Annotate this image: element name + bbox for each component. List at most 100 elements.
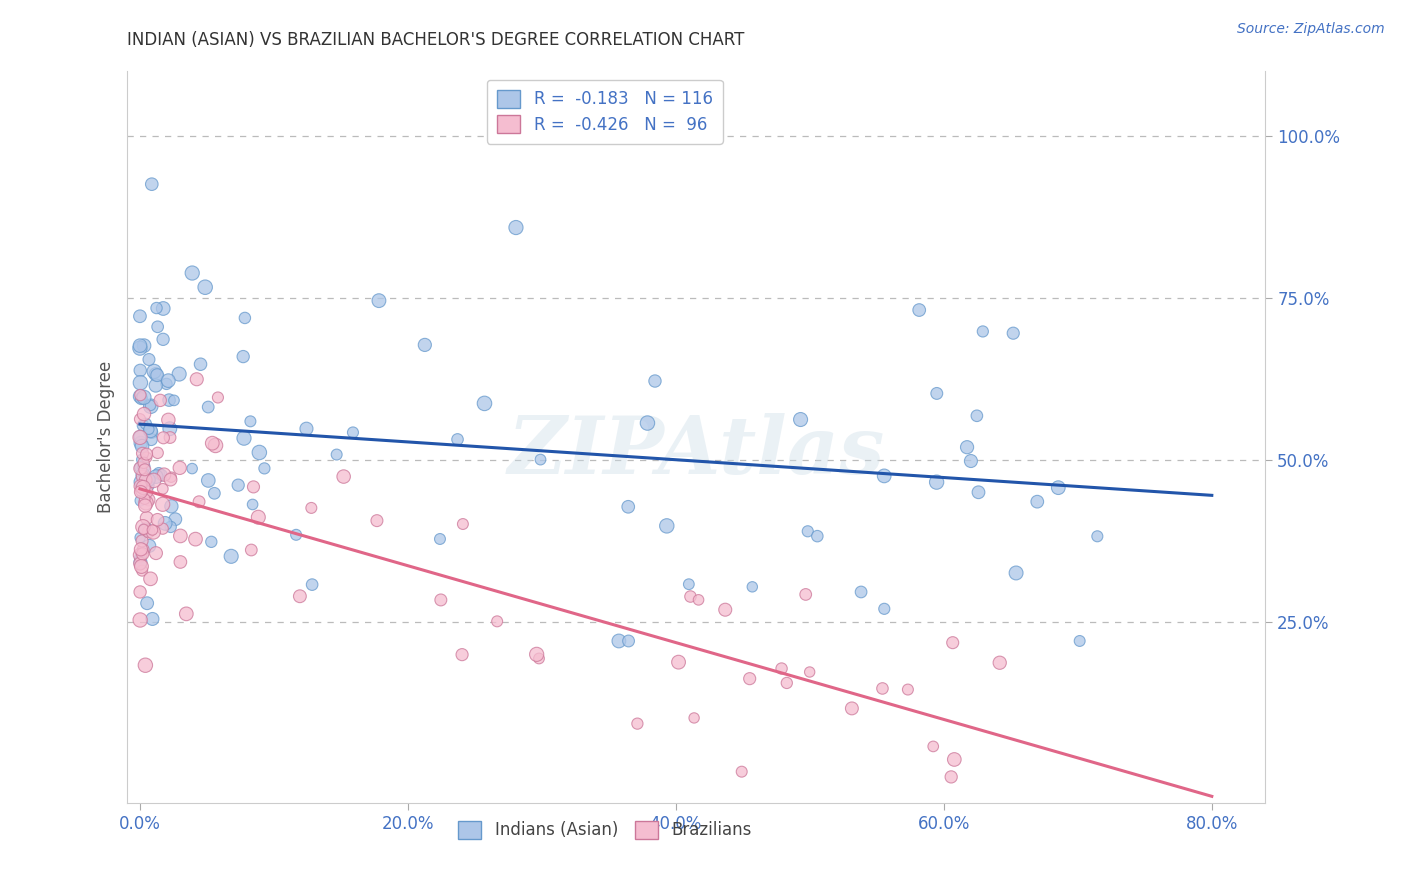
- Point: [430, 593, 453, 607]
- Point: [139, 399, 162, 413]
- Point: [129, 548, 152, 562]
- Point: [129, 392, 152, 406]
- Point: [136, 596, 159, 610]
- Point: [526, 648, 548, 662]
- Point: [152, 431, 174, 445]
- Point: [146, 446, 169, 460]
- Point: [132, 523, 155, 537]
- Point: [1069, 634, 1091, 648]
- Point: [153, 516, 176, 531]
- Point: [129, 363, 152, 377]
- Point: [129, 485, 152, 500]
- Point: [644, 374, 666, 388]
- Point: [617, 500, 640, 514]
- Point: [872, 681, 894, 696]
- Point: [157, 393, 180, 408]
- Point: [146, 368, 169, 383]
- Point: [145, 368, 167, 382]
- Point: [797, 524, 820, 539]
- Point: [429, 532, 451, 546]
- Point: [138, 539, 160, 553]
- Point: [141, 612, 163, 626]
- Point: [129, 436, 152, 450]
- Point: [233, 431, 256, 445]
- Point: [138, 478, 160, 492]
- Point: [129, 550, 152, 565]
- Point: [966, 409, 988, 423]
- Point: [200, 534, 222, 549]
- Point: [219, 549, 242, 564]
- Point: [242, 480, 264, 494]
- Point: [165, 512, 187, 526]
- Point: [942, 635, 965, 649]
- Point: [150, 468, 173, 483]
- Point: [141, 425, 163, 440]
- Point: [134, 463, 156, 477]
- Point: [943, 752, 966, 766]
- Point: [201, 436, 224, 450]
- Point: [194, 280, 217, 294]
- Point: [186, 372, 208, 386]
- Point: [132, 468, 155, 483]
- Point: [288, 589, 311, 603]
- Point: [678, 577, 700, 591]
- Point: [247, 445, 270, 459]
- Point: [129, 613, 152, 627]
- Point: [873, 469, 896, 483]
- Point: [247, 510, 270, 524]
- Point: [141, 523, 163, 537]
- Point: [131, 446, 153, 460]
- Point: [451, 648, 474, 662]
- Point: [841, 701, 863, 715]
- Point: [129, 376, 152, 390]
- Text: ZIPAtlas: ZIPAtlas: [508, 413, 884, 491]
- Point: [1005, 566, 1028, 580]
- Point: [131, 469, 153, 483]
- Point: [738, 672, 761, 686]
- Point: [207, 391, 229, 405]
- Point: [181, 461, 204, 475]
- Point: [190, 357, 212, 371]
- Point: [129, 412, 152, 426]
- Point: [1085, 529, 1108, 543]
- Point: [253, 461, 276, 475]
- Point: [135, 496, 157, 510]
- Point: [155, 376, 177, 391]
- Point: [474, 396, 496, 410]
- Point: [141, 177, 163, 191]
- Point: [731, 764, 754, 779]
- Point: [167, 367, 190, 381]
- Point: [806, 529, 828, 543]
- Point: [285, 528, 308, 542]
- Point: [129, 493, 152, 508]
- Point: [152, 497, 174, 511]
- Point: [129, 557, 152, 571]
- Point: [131, 547, 153, 561]
- Point: [134, 473, 156, 487]
- Point: [413, 338, 436, 352]
- Point: [181, 266, 204, 280]
- Point: [148, 467, 170, 481]
- Point: [789, 412, 811, 426]
- Point: [688, 592, 710, 607]
- Point: [741, 580, 763, 594]
- Point: [184, 532, 207, 546]
- Point: [342, 425, 364, 440]
- Point: [794, 587, 817, 601]
- Point: [129, 341, 152, 355]
- Point: [135, 511, 157, 525]
- Point: [972, 325, 994, 339]
- Point: [332, 469, 354, 483]
- Point: [159, 520, 181, 534]
- Point: [135, 473, 157, 487]
- Point: [131, 564, 153, 578]
- Point: [145, 546, 167, 560]
- Point: [668, 655, 690, 669]
- Point: [169, 461, 191, 475]
- Point: [799, 665, 821, 679]
- Point: [129, 430, 152, 444]
- Point: [139, 398, 162, 412]
- Point: [897, 682, 920, 697]
- Point: [145, 378, 167, 392]
- Point: [131, 452, 153, 467]
